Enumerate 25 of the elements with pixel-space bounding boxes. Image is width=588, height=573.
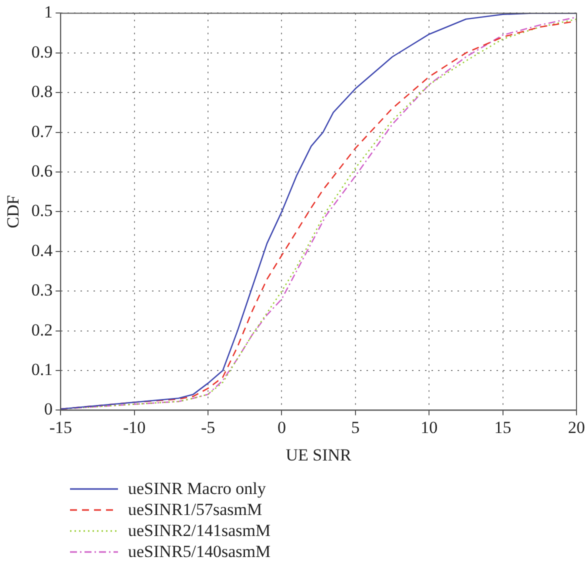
x-tick-label: 0 [277, 418, 286, 437]
legend-label: ueSINR2/141sasmM [128, 520, 271, 540]
y-tick-label: 0.1 [31, 360, 53, 379]
x-tick-label: 15 [494, 418, 512, 437]
legend-label: ueSINR1/57sasmM [128, 500, 262, 520]
y-tick-label: 0.3 [31, 280, 53, 300]
y-tick-label: 0.5 [31, 201, 53, 220]
legend-label: ueSINR5/140sasmM [128, 542, 271, 562]
y-axis-title: CDF [4, 195, 23, 228]
x-tick-label: 20 [568, 418, 585, 437]
x-tick-label: -5 [200, 418, 216, 437]
x-tick-label: 10 [420, 418, 438, 437]
x-tick-label: -10 [123, 418, 146, 437]
y-tick-label: 1 [44, 2, 53, 22]
y-tick-label: 0.9 [31, 42, 53, 62]
x-axis-title: UE SINR [286, 445, 352, 464]
y-tick-label: 0.2 [31, 320, 53, 340]
y-tick-label: 0.4 [31, 240, 54, 260]
y-tick-label: 0.8 [31, 82, 53, 102]
y-tick-label: 0 [44, 400, 53, 419]
y-tick-label: 0.7 [31, 122, 54, 141]
legend-label: ueSINR Macro only [128, 478, 266, 498]
y-tick-label: 0.6 [31, 161, 53, 180]
x-tick-label: -15 [49, 418, 72, 437]
x-tick-label: 5 [351, 418, 360, 437]
